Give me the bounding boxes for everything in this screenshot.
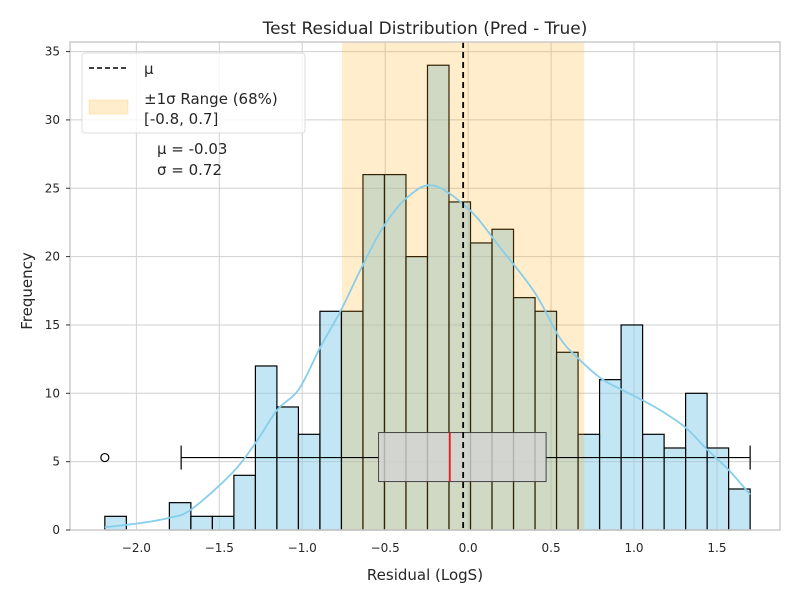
histogram-bar (297, 433, 321, 531)
y-tick-label: 35 (45, 45, 60, 59)
kde-curve (104, 184, 751, 529)
legend-box (81, 52, 306, 134)
legend-span-label-1: ±1σ Range (68%) (144, 90, 278, 108)
kde-line (104, 184, 751, 529)
histogram-bar (104, 515, 127, 531)
y-tick-label: 15 (45, 318, 60, 332)
histogram-bar (685, 392, 708, 531)
histogram-bar (319, 310, 343, 531)
x-tick-label: −1.0 (288, 541, 317, 555)
box-outlier (100, 452, 110, 463)
legend-span-swatch (88, 99, 129, 115)
chart-title: Test Residual Distribution (Pred - True) (262, 19, 588, 39)
histogram-bar (620, 324, 644, 531)
x-tick-label: 0.0 (459, 541, 478, 555)
histogram-bar (276, 406, 300, 531)
histogram-bar (254, 365, 278, 531)
histogram-bar (190, 515, 213, 531)
ticks: −2.0 −1.5 −1.0 −0.5 0.0 0.5 1.0 1.5 0 5 10 15 20 25 30… (45, 45, 727, 555)
axes-frame (69, 41, 781, 531)
axes-border (69, 41, 781, 531)
y-tick-label: 0 (52, 523, 60, 537)
histogram-bar (728, 488, 751, 531)
legend-span-label-2: [-0.8, 0.7] (144, 110, 218, 128)
histogram-bar (211, 515, 235, 531)
x-tick-label: −0.5 (371, 541, 400, 555)
x-axis-label: Residual (LogS) (367, 566, 483, 584)
x-tick-label: 0.5 (542, 541, 561, 555)
y-tick-label: 5 (52, 455, 60, 469)
stats-sigma: σ = 0.72 (157, 161, 222, 179)
histogram-bar (233, 474, 257, 531)
x-tick-label: −2.0 (122, 541, 151, 555)
y-tick-label: 25 (45, 181, 60, 195)
y-tick-label: 30 (45, 113, 60, 127)
y-tick-label: 20 (45, 250, 60, 264)
histogram-bar (663, 447, 687, 531)
stats-mean: μ = -0.03 (157, 140, 227, 158)
histogram-bar (598, 379, 622, 531)
histogram-bar (641, 433, 665, 531)
x-tick-label: 1.0 (624, 541, 643, 555)
y-tick-label: 10 (45, 386, 60, 400)
y-axis-label: Frequency (18, 252, 36, 330)
legend: μ ±1σ Range (68%) [-0.8, 0.7] (81, 52, 306, 134)
legend-mean-label: μ (144, 60, 154, 78)
x-tick-label: 1.5 (707, 541, 726, 555)
x-tick-label: −1.5 (205, 541, 234, 555)
